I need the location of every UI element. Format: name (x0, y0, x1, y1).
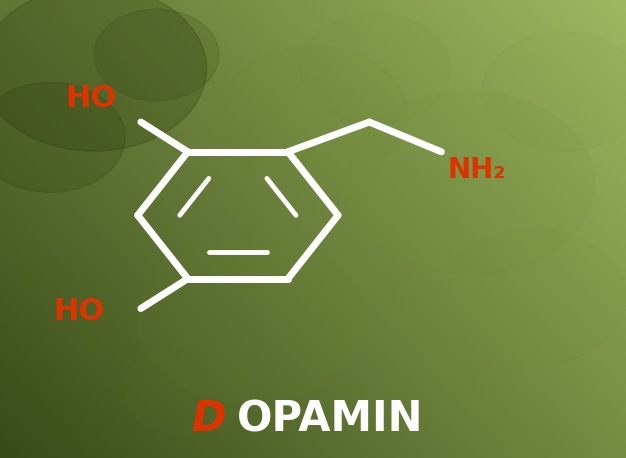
Circle shape (438, 229, 626, 366)
Circle shape (219, 46, 407, 183)
Text: HO: HO (53, 297, 105, 326)
Text: D: D (191, 398, 225, 440)
Circle shape (482, 32, 626, 151)
Circle shape (94, 9, 219, 101)
Text: OPAMIN: OPAMIN (237, 398, 423, 440)
Circle shape (0, 82, 125, 192)
Circle shape (125, 344, 250, 435)
Circle shape (0, 0, 207, 151)
Circle shape (344, 92, 595, 275)
Circle shape (300, 14, 451, 124)
Circle shape (138, 238, 363, 403)
Text: NH₂: NH₂ (448, 156, 506, 185)
Text: HO: HO (66, 84, 117, 113)
